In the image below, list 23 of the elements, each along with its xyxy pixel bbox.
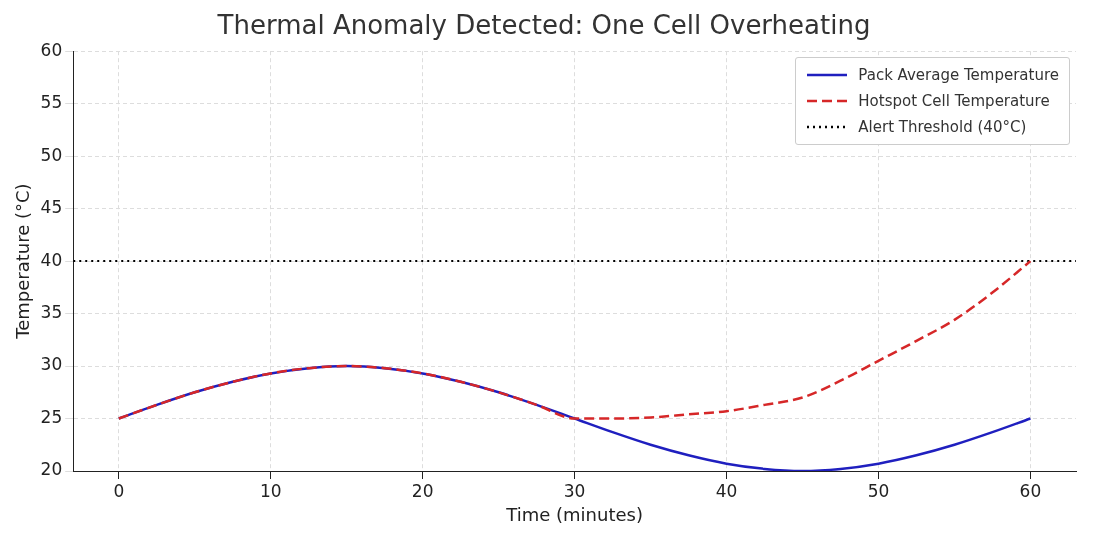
y-tick-label: 40: [40, 249, 63, 270]
legend-label: Hotspot Cell Temperature: [858, 92, 1050, 111]
line-series: [117, 259, 1032, 420]
y-tick-label: 35: [40, 302, 63, 322]
x-tick-label: 30: [563, 480, 586, 501]
x-tick-label: 0: [113, 480, 125, 501]
x-tick-label: 60: [1019, 480, 1042, 501]
y-tick-label: 25: [40, 406, 63, 427]
y-tick-label: 50: [40, 144, 63, 165]
y-tick-label: 60: [40, 39, 63, 60]
x-tick-label: 40: [715, 480, 738, 501]
y-tick-label: 45: [40, 197, 63, 218]
y-tick-label: 30: [40, 354, 63, 375]
legend-label: Alert Threshold (40°C): [858, 118, 1027, 137]
y-tick-label: 20: [40, 459, 63, 480]
x-tick-label: 20: [411, 480, 434, 501]
chart-title: Thermal Anomaly Detected: One Cell Overheating: [216, 10, 871, 41]
x-tick-label: 50: [867, 480, 890, 501]
y-axis-title: Temperature (°C): [12, 183, 34, 340]
y-tick-label: 55: [40, 92, 63, 113]
x-axis-title: Time (minutes): [505, 503, 643, 525]
x-tick-label: 10: [259, 480, 282, 501]
legend-label: Pack Average Temperature: [858, 66, 1059, 85]
